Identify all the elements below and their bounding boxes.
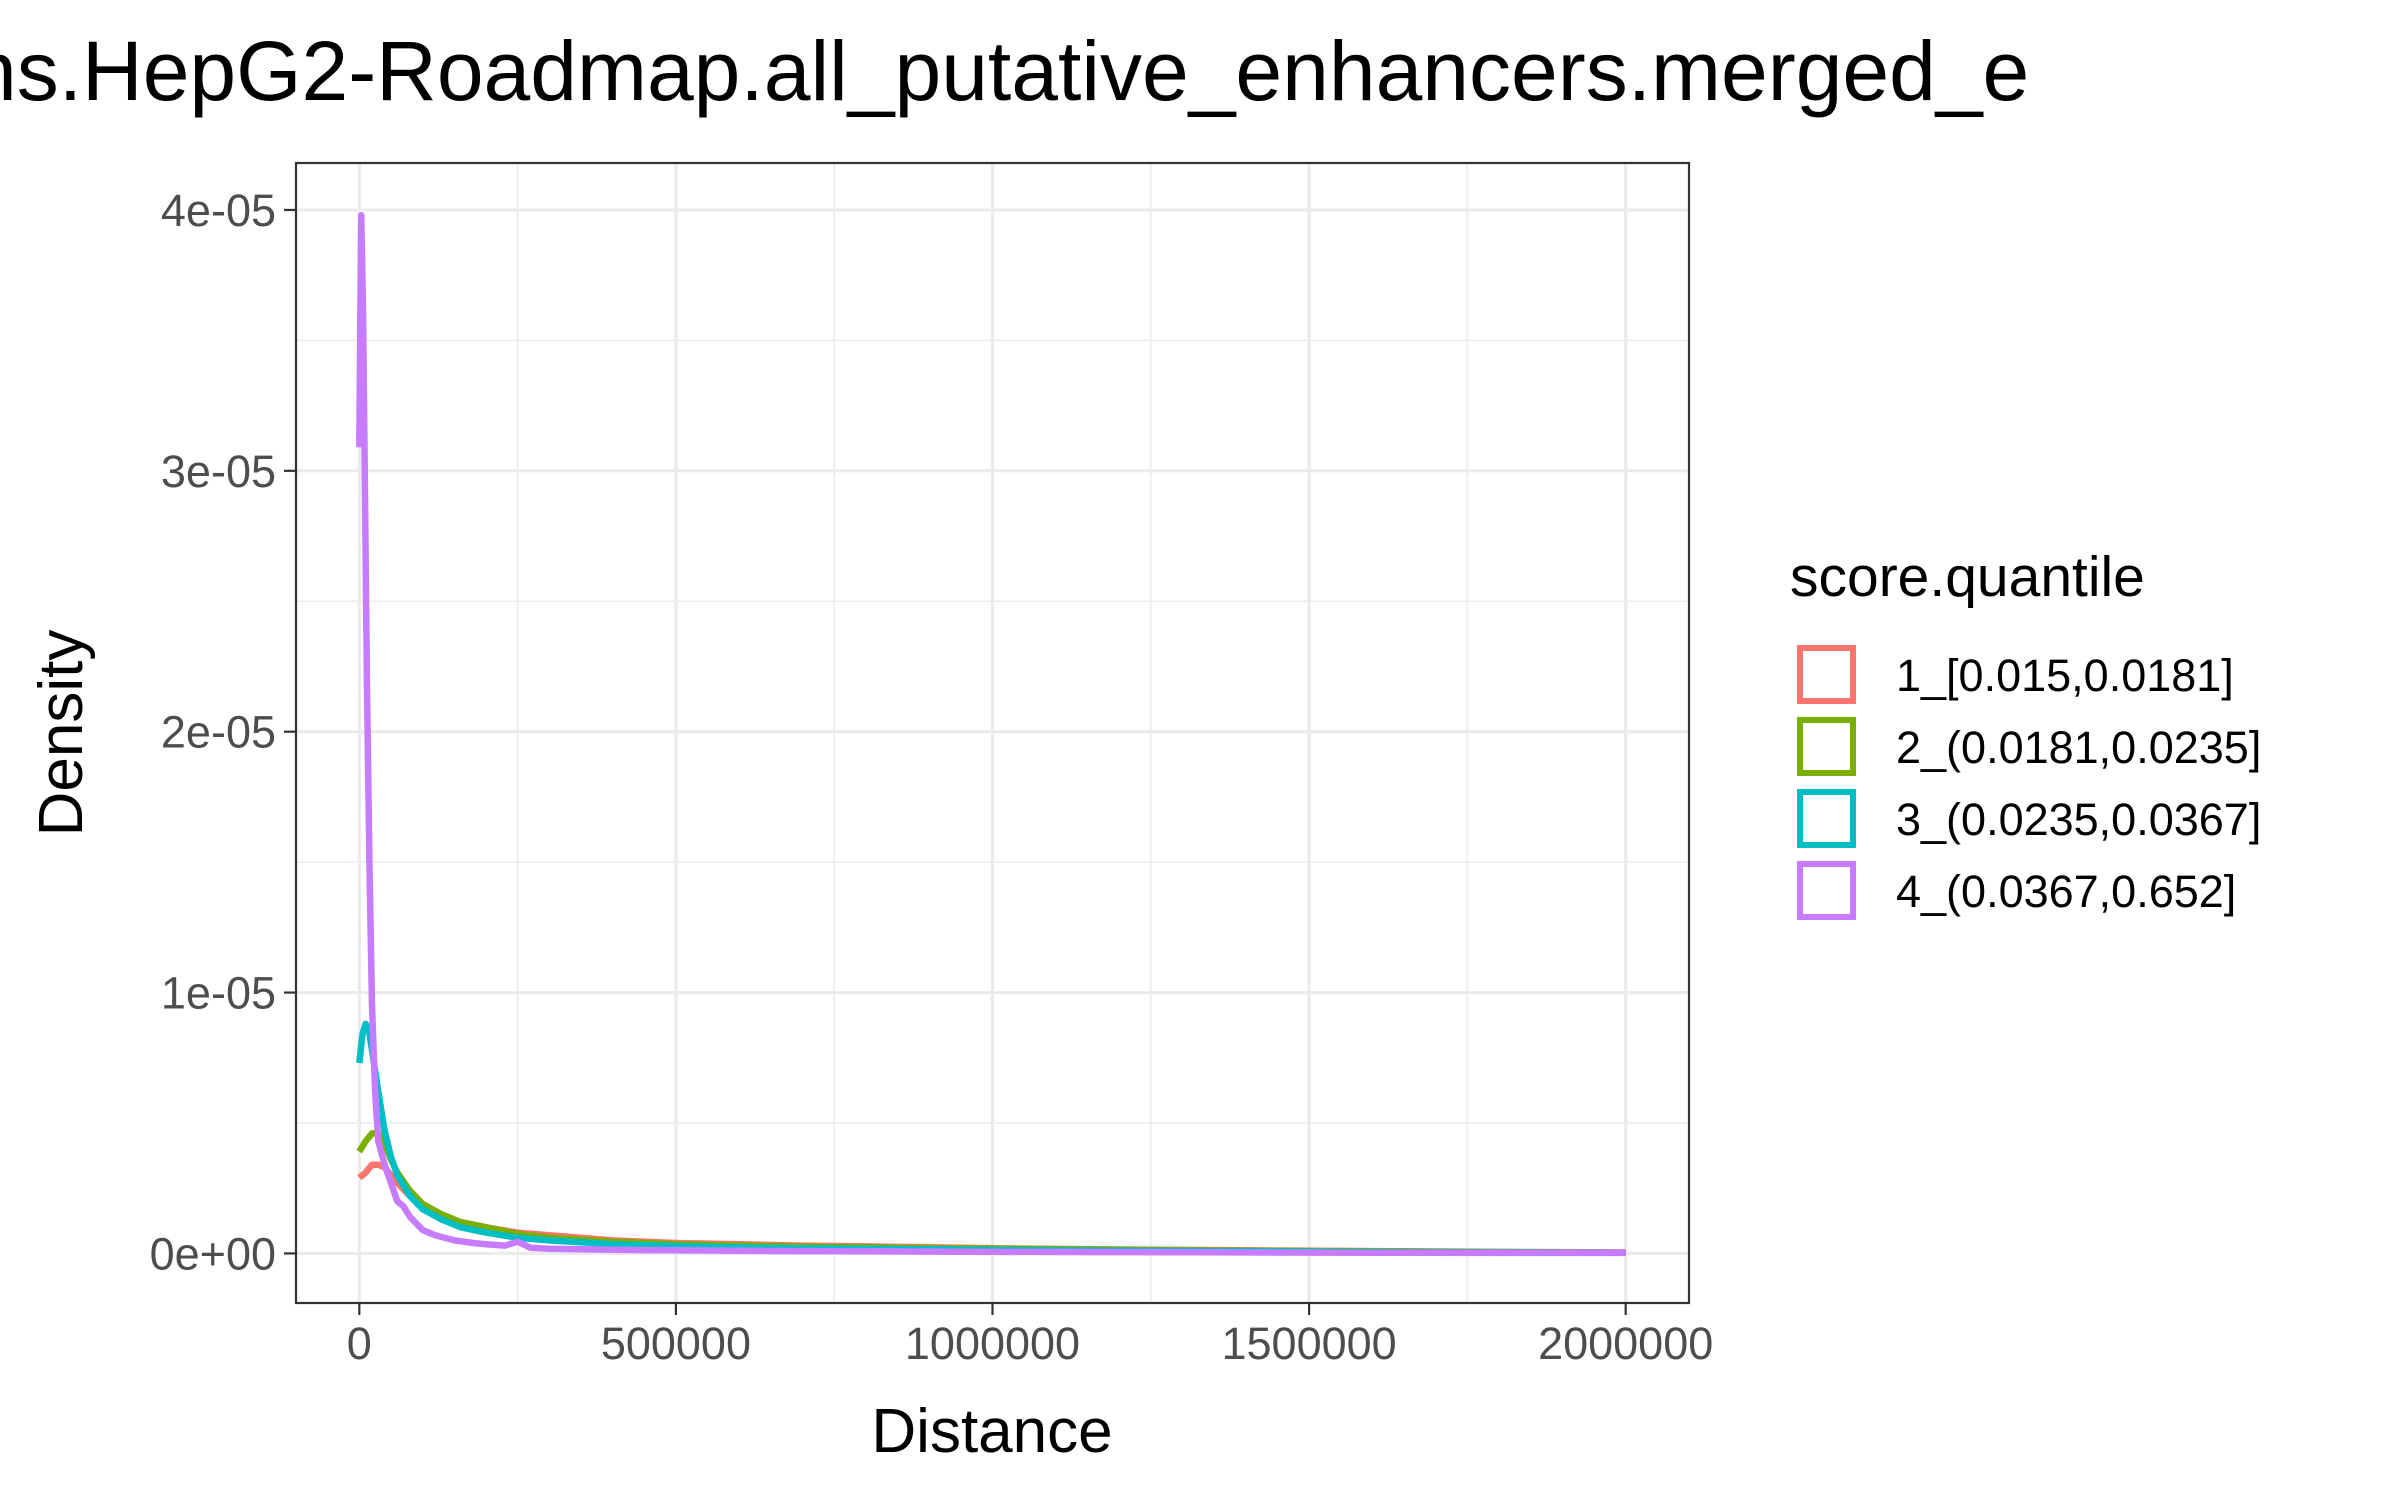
legend-label-2: 2_(0.0181,0.0235] [1896,722,2261,773]
legend-label-4: 4_(0.0367,0.652] [1896,866,2236,917]
legend-items: 1_[0.015,0.0181] 2_(0.0181,0.0235] 3_(0.02… [1796,644,2261,921]
legend-label-3: 3_(0.0235,0.0367] [1896,794,2261,845]
major-gridlines [296,163,1689,1303]
legend-key-bg [1796,716,1857,777]
legend-key-2 [1797,717,1856,776]
x-tick-label: 2000000 [1538,1318,1713,1369]
legend-label-1: 1_[0.015,0.0181] [1896,650,2234,701]
legend-key-bg [1796,644,1857,705]
y-tick-label: 3e-05 [161,446,276,497]
series-line-4 [356,211,1626,1257]
legend: score.quantile 1_[0.015,0.0181] 2_(0.0181… [1790,545,2261,921]
y-tick-label: 4e-05 [161,185,276,236]
y-axis-title: Density [27,630,96,837]
chart-title: ns.HepG2-Roadmap.all_putative_enhancers.… [0,24,2029,118]
legend-key-3 [1797,789,1856,848]
plot-area [294,161,1691,1305]
y-tick-label: 2e-05 [161,707,276,758]
legend-key-4 [1797,861,1856,920]
legend-title: score.quantile [1790,545,2145,609]
x-axis-title: Distance [871,1397,1112,1466]
x-tick-label: 0 [347,1318,372,1369]
legend-key-bg [1796,860,1857,921]
x-axis: 0 500000 1000000 1500000 2000000 [347,1303,1713,1369]
y-tick-label: 1e-05 [161,968,276,1019]
y-axis: 0e+00 1e-05 2e-05 3e-05 4e-05 [150,185,296,1279]
legend-key-bg [1796,788,1857,849]
x-tick-label: 1500000 [1221,1318,1396,1369]
y-tick-label: 0e+00 [150,1228,276,1279]
x-tick-label: 500000 [601,1318,751,1369]
x-tick-label: 1000000 [905,1318,1080,1369]
legend-key-1 [1797,645,1856,704]
series-lines [356,211,1626,1257]
